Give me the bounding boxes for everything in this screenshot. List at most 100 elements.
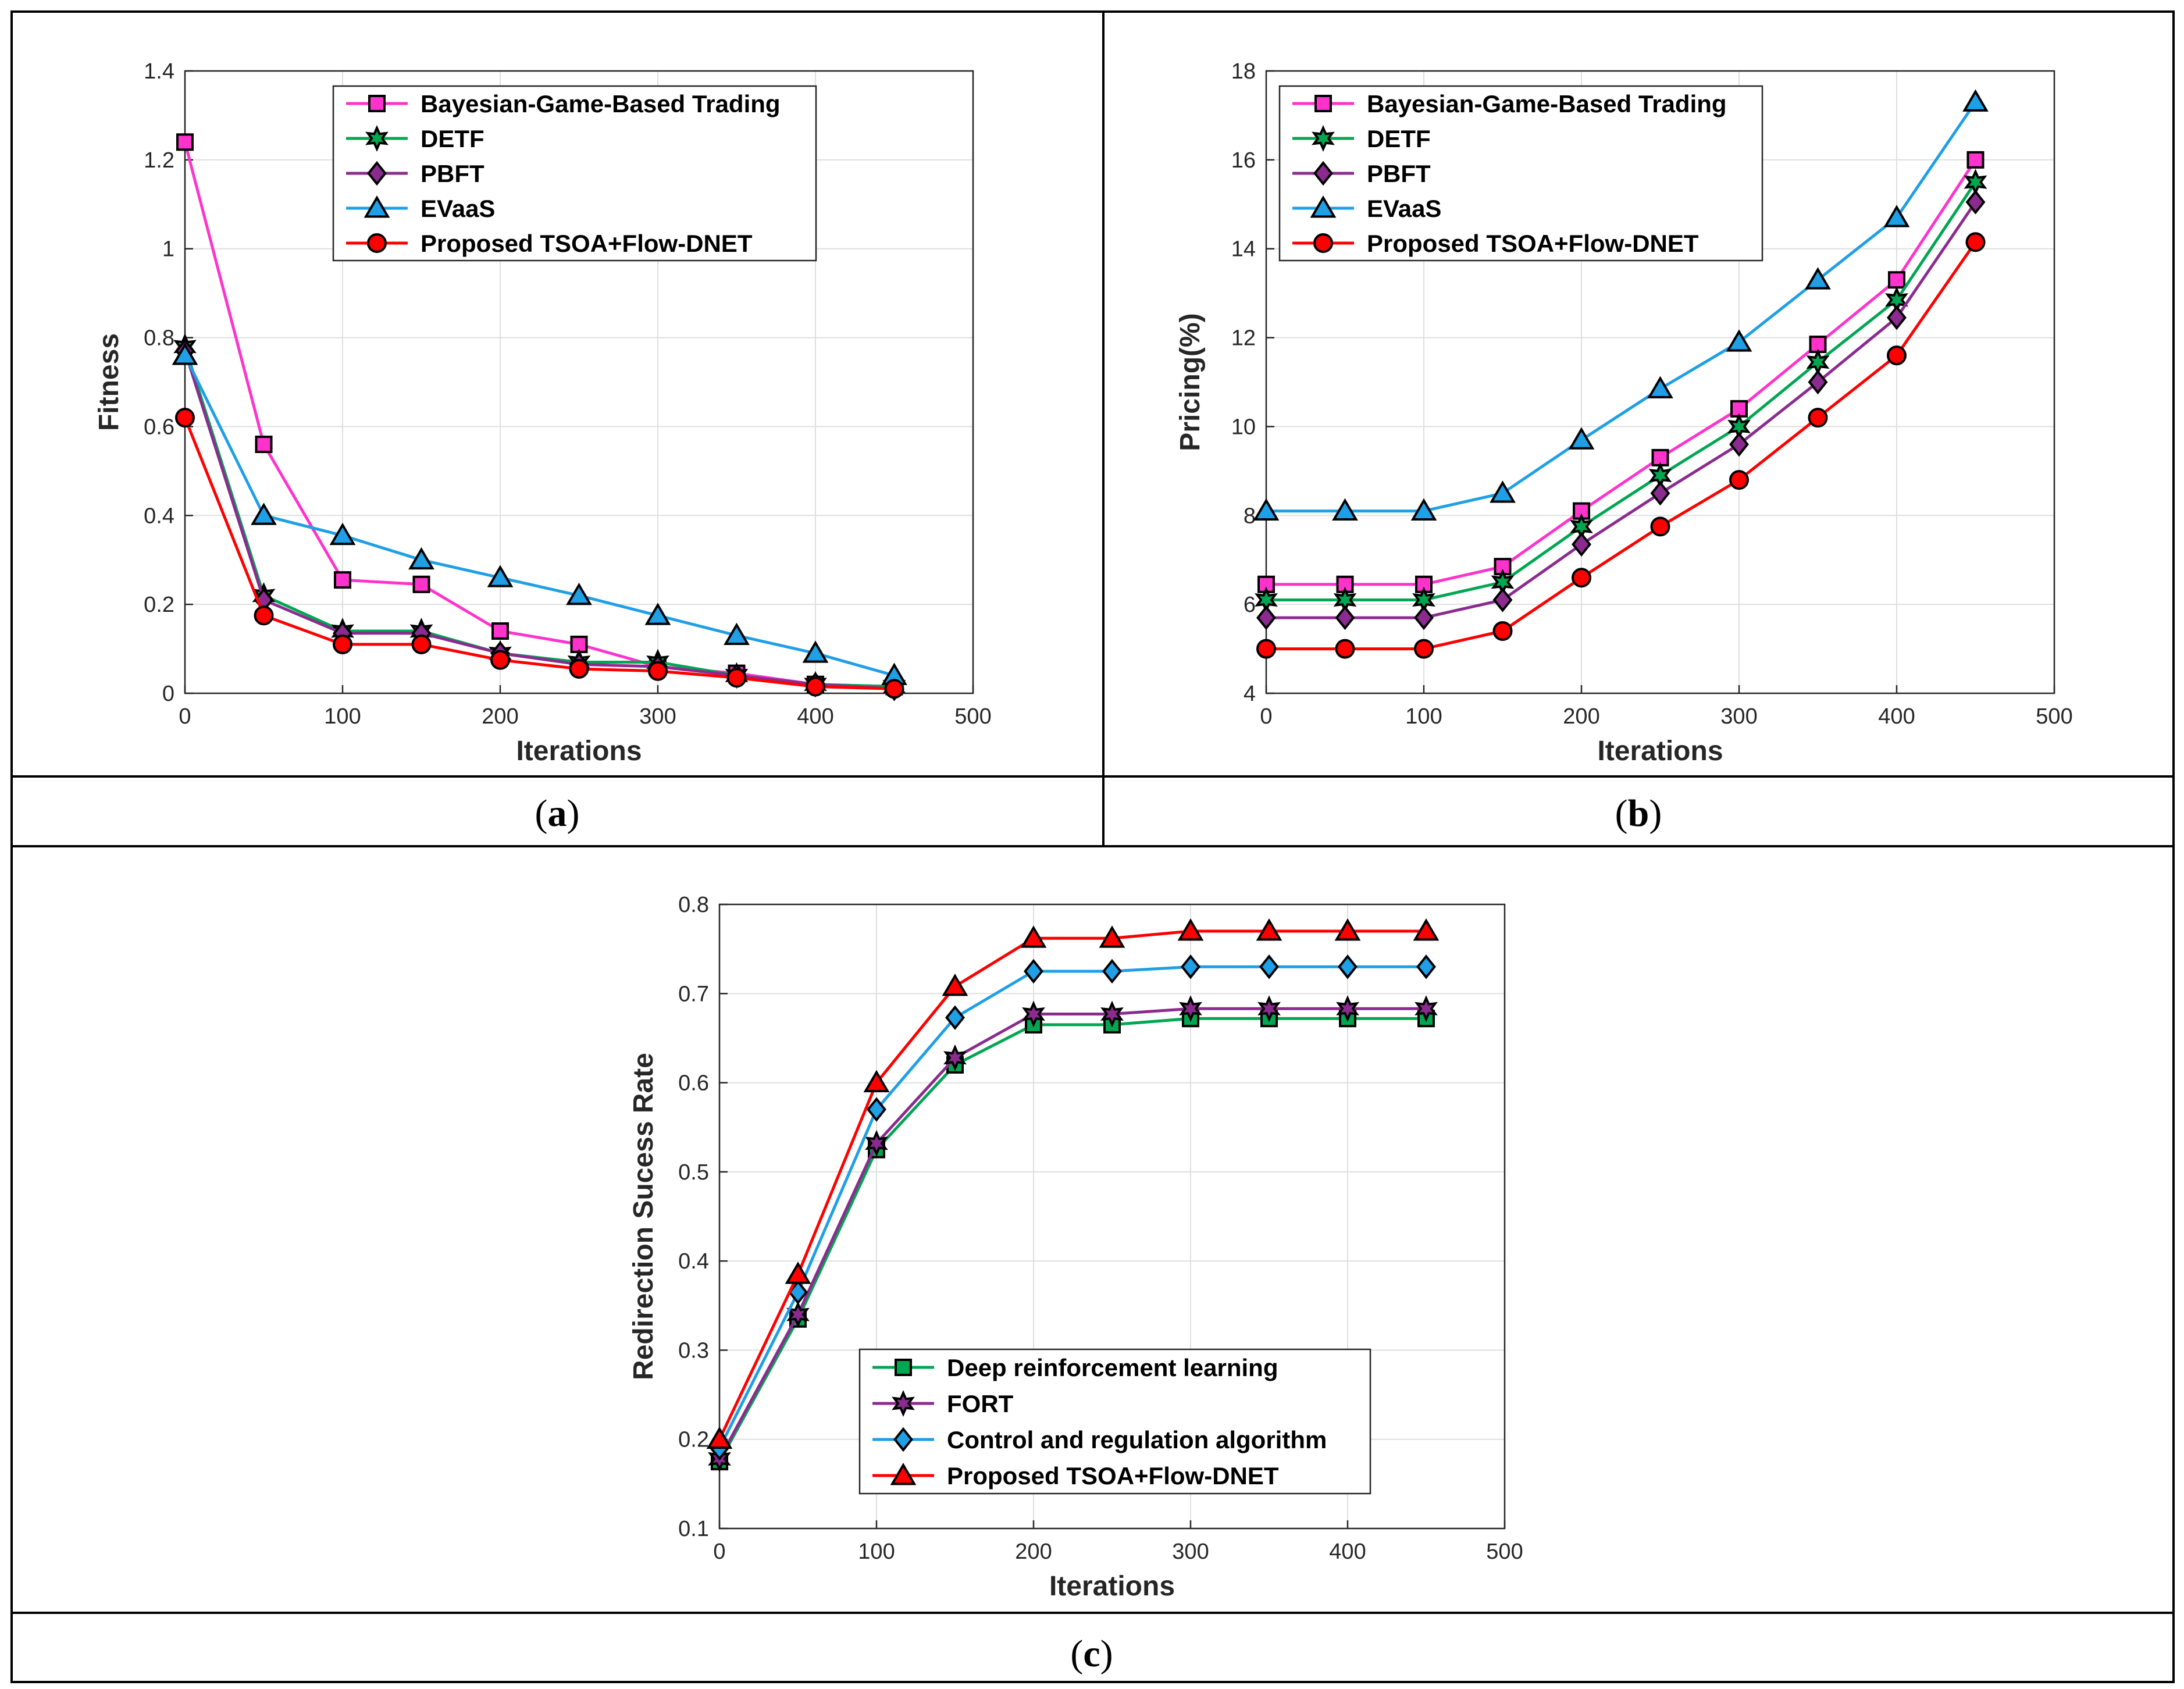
data-point (1887, 305, 1907, 330)
y-tick-label: 0.2 (678, 1428, 709, 1452)
data-point (566, 582, 592, 605)
data-point (884, 679, 904, 699)
legend-entry: Proposed TSOA+Flow-DNET (1292, 230, 1699, 257)
legend-label: Bayesian-Game-Based Trading (1367, 90, 1727, 117)
data-point (1888, 271, 1905, 289)
x-tick-label: 500 (2036, 704, 2072, 729)
series-line (1266, 101, 1977, 513)
data-point (1883, 205, 1910, 227)
legend: Deep reinforcement learning FORT Control a… (858, 1348, 1371, 1495)
x-tick-label: 200 (1563, 704, 1599, 729)
data-point (785, 1262, 811, 1284)
legend-label: EVaaS (421, 195, 495, 222)
data-point (1808, 408, 1828, 428)
x-tick-label: 200 (1015, 1540, 1052, 1564)
series-line (718, 965, 1426, 1449)
series-line (1266, 201, 1977, 619)
axes-box (1265, 70, 2055, 694)
legend-entry: Control and regulation algorithm (872, 1426, 1327, 1453)
x-tick-label: 300 (1720, 704, 1757, 729)
legend-label: Proposed TSOA+Flow-DNET (1367, 230, 1699, 257)
y-tick-label: 6 (1244, 593, 1256, 617)
data-point (1647, 376, 1673, 398)
y-tick-label: 0.8 (678, 893, 709, 917)
series-line (718, 929, 1426, 1440)
data-point (867, 1097, 886, 1122)
data-point (487, 565, 514, 587)
legend-marker (368, 95, 386, 112)
data-point (1256, 605, 1276, 630)
series-line (718, 1017, 1426, 1463)
y-axis-label: Redirection Sucess Rate (628, 1053, 659, 1380)
y-tick-label: 1.4 (144, 59, 174, 84)
data-point (1257, 995, 1281, 1022)
y-tick-label: 10 (1231, 415, 1256, 439)
y-tick-label: 4 (1244, 682, 1256, 706)
legend-entry: Bayesian-Game-Based Trading (346, 90, 781, 117)
x-axis-label: Iterations (1049, 1571, 1175, 1602)
data-point (172, 343, 198, 365)
axes-box (718, 903, 1506, 1530)
y-tick-label: 18 (1231, 59, 1256, 84)
data-point (943, 1044, 967, 1071)
data-point (1024, 958, 1043, 984)
series-evaas (172, 343, 907, 685)
legend: Bayesian-Game-Based Trading DETF PBFT EVaaS… (332, 85, 817, 262)
series-line (1266, 241, 1977, 651)
legend-marker (1312, 125, 1335, 152)
x-tick-label: 100 (858, 1540, 895, 1564)
legend: Bayesian-Game-Based Trading DETF PBFT EVaaS… (1278, 85, 1763, 262)
data-point (255, 436, 273, 453)
data-point (1099, 925, 1125, 948)
legend-marker (895, 1359, 912, 1376)
series-line (1266, 159, 1977, 586)
legend-marker (890, 1463, 917, 1485)
data-point (1332, 498, 1358, 521)
data-point (1729, 470, 1749, 490)
caption-a: (a) (535, 792, 580, 835)
data-point (334, 571, 351, 589)
data-point (1179, 995, 1202, 1022)
series-fort (708, 995, 1438, 1473)
y-axis-label: Fitness (94, 333, 124, 431)
legend-marker (365, 125, 389, 152)
data-point (176, 133, 194, 151)
data-point (863, 1070, 890, 1092)
y-tick-label: 8 (1244, 504, 1256, 528)
data-point (1492, 621, 1513, 641)
data-point (1256, 639, 1276, 659)
data-point (1726, 329, 1752, 352)
legend-label: Bayesian-Game-Based Trading (421, 90, 781, 117)
series-line (183, 350, 895, 690)
data-point (1809, 336, 1827, 354)
legend-box (858, 1348, 1371, 1495)
x-tick-label: 400 (1329, 1540, 1366, 1564)
figure-table-frame (10, 10, 2175, 1683)
legend-marker (1313, 233, 1333, 253)
y-tick-label: 0.8 (144, 326, 174, 351)
x-tick-label: 0 (1260, 704, 1272, 729)
legend-marker (367, 233, 387, 253)
chart-b-pricing: 0 100 200 300 400 500 4 6 8 10 12 14 16 18 Iterations P… (1175, 59, 2073, 767)
series-line (718, 1007, 1426, 1460)
data-point (491, 622, 509, 640)
data-point (1966, 151, 1985, 169)
data-point (1492, 587, 1513, 612)
data-point (865, 1129, 888, 1157)
legend-label: Proposed TSOA+Flow-DNET (947, 1462, 1279, 1490)
axes-box (184, 70, 974, 694)
data-point (1177, 918, 1204, 941)
legend-label: DETF (1367, 125, 1431, 152)
legend-entry: Proposed TSOA+Flow-DNET (346, 230, 753, 257)
x-tick-label: 0 (713, 1540, 725, 1564)
data-point (1962, 89, 1989, 112)
x-tick-label: 100 (324, 704, 361, 729)
legend-box (1278, 85, 1763, 262)
legend-entry: Proposed TSOA+Flow-DNET (872, 1462, 1279, 1490)
chart-a-fitness: 0 100 200 300 400 500 0 0.2 0.4 0.6 0.8 1 1.2 1.4 Iter… (94, 59, 992, 767)
data-point (726, 668, 747, 688)
data-point (1335, 605, 1355, 630)
legend-label: Proposed TSOA+Flow-DNET (421, 230, 753, 257)
caption-b: (b) (1615, 792, 1662, 835)
